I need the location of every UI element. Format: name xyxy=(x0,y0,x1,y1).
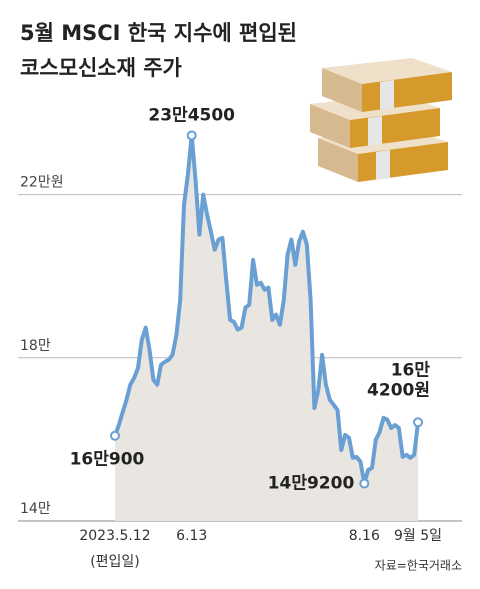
x-tick-label: 9월 5일 xyxy=(394,528,442,544)
y-tick-label: 22만원 xyxy=(20,175,64,191)
area xyxy=(115,135,418,521)
data-point xyxy=(186,130,197,141)
source: 자료=한국거래소 xyxy=(375,559,462,573)
y-tick-label: 18만 xyxy=(20,338,51,354)
data-label: 14만9200 xyxy=(268,473,355,493)
x-tick-label: 2023.5.12 xyxy=(79,528,150,544)
data-point xyxy=(110,430,120,441)
plot: 16만900 23만4500 14만9200 16만 4200원 xyxy=(70,105,430,521)
x-tick-label: 8.16 xyxy=(349,528,380,544)
data-label: 16만 4200원 xyxy=(367,360,430,400)
chart-title: 5월 MSCI 한국 지수에 편입된 xyxy=(20,21,297,45)
line xyxy=(113,133,420,486)
x-tick-label: 6.13 xyxy=(176,528,207,544)
y-tick-label: 14만 xyxy=(20,501,51,517)
data-label: 23만4500 xyxy=(148,105,235,125)
money-illustration xyxy=(310,58,452,182)
data-point xyxy=(413,417,423,428)
chart-title: 코스모신소재 주가 xyxy=(20,56,183,80)
data-point xyxy=(359,478,370,489)
data-label: 16만900 xyxy=(70,450,145,470)
annotation: (편입일) xyxy=(90,554,140,570)
